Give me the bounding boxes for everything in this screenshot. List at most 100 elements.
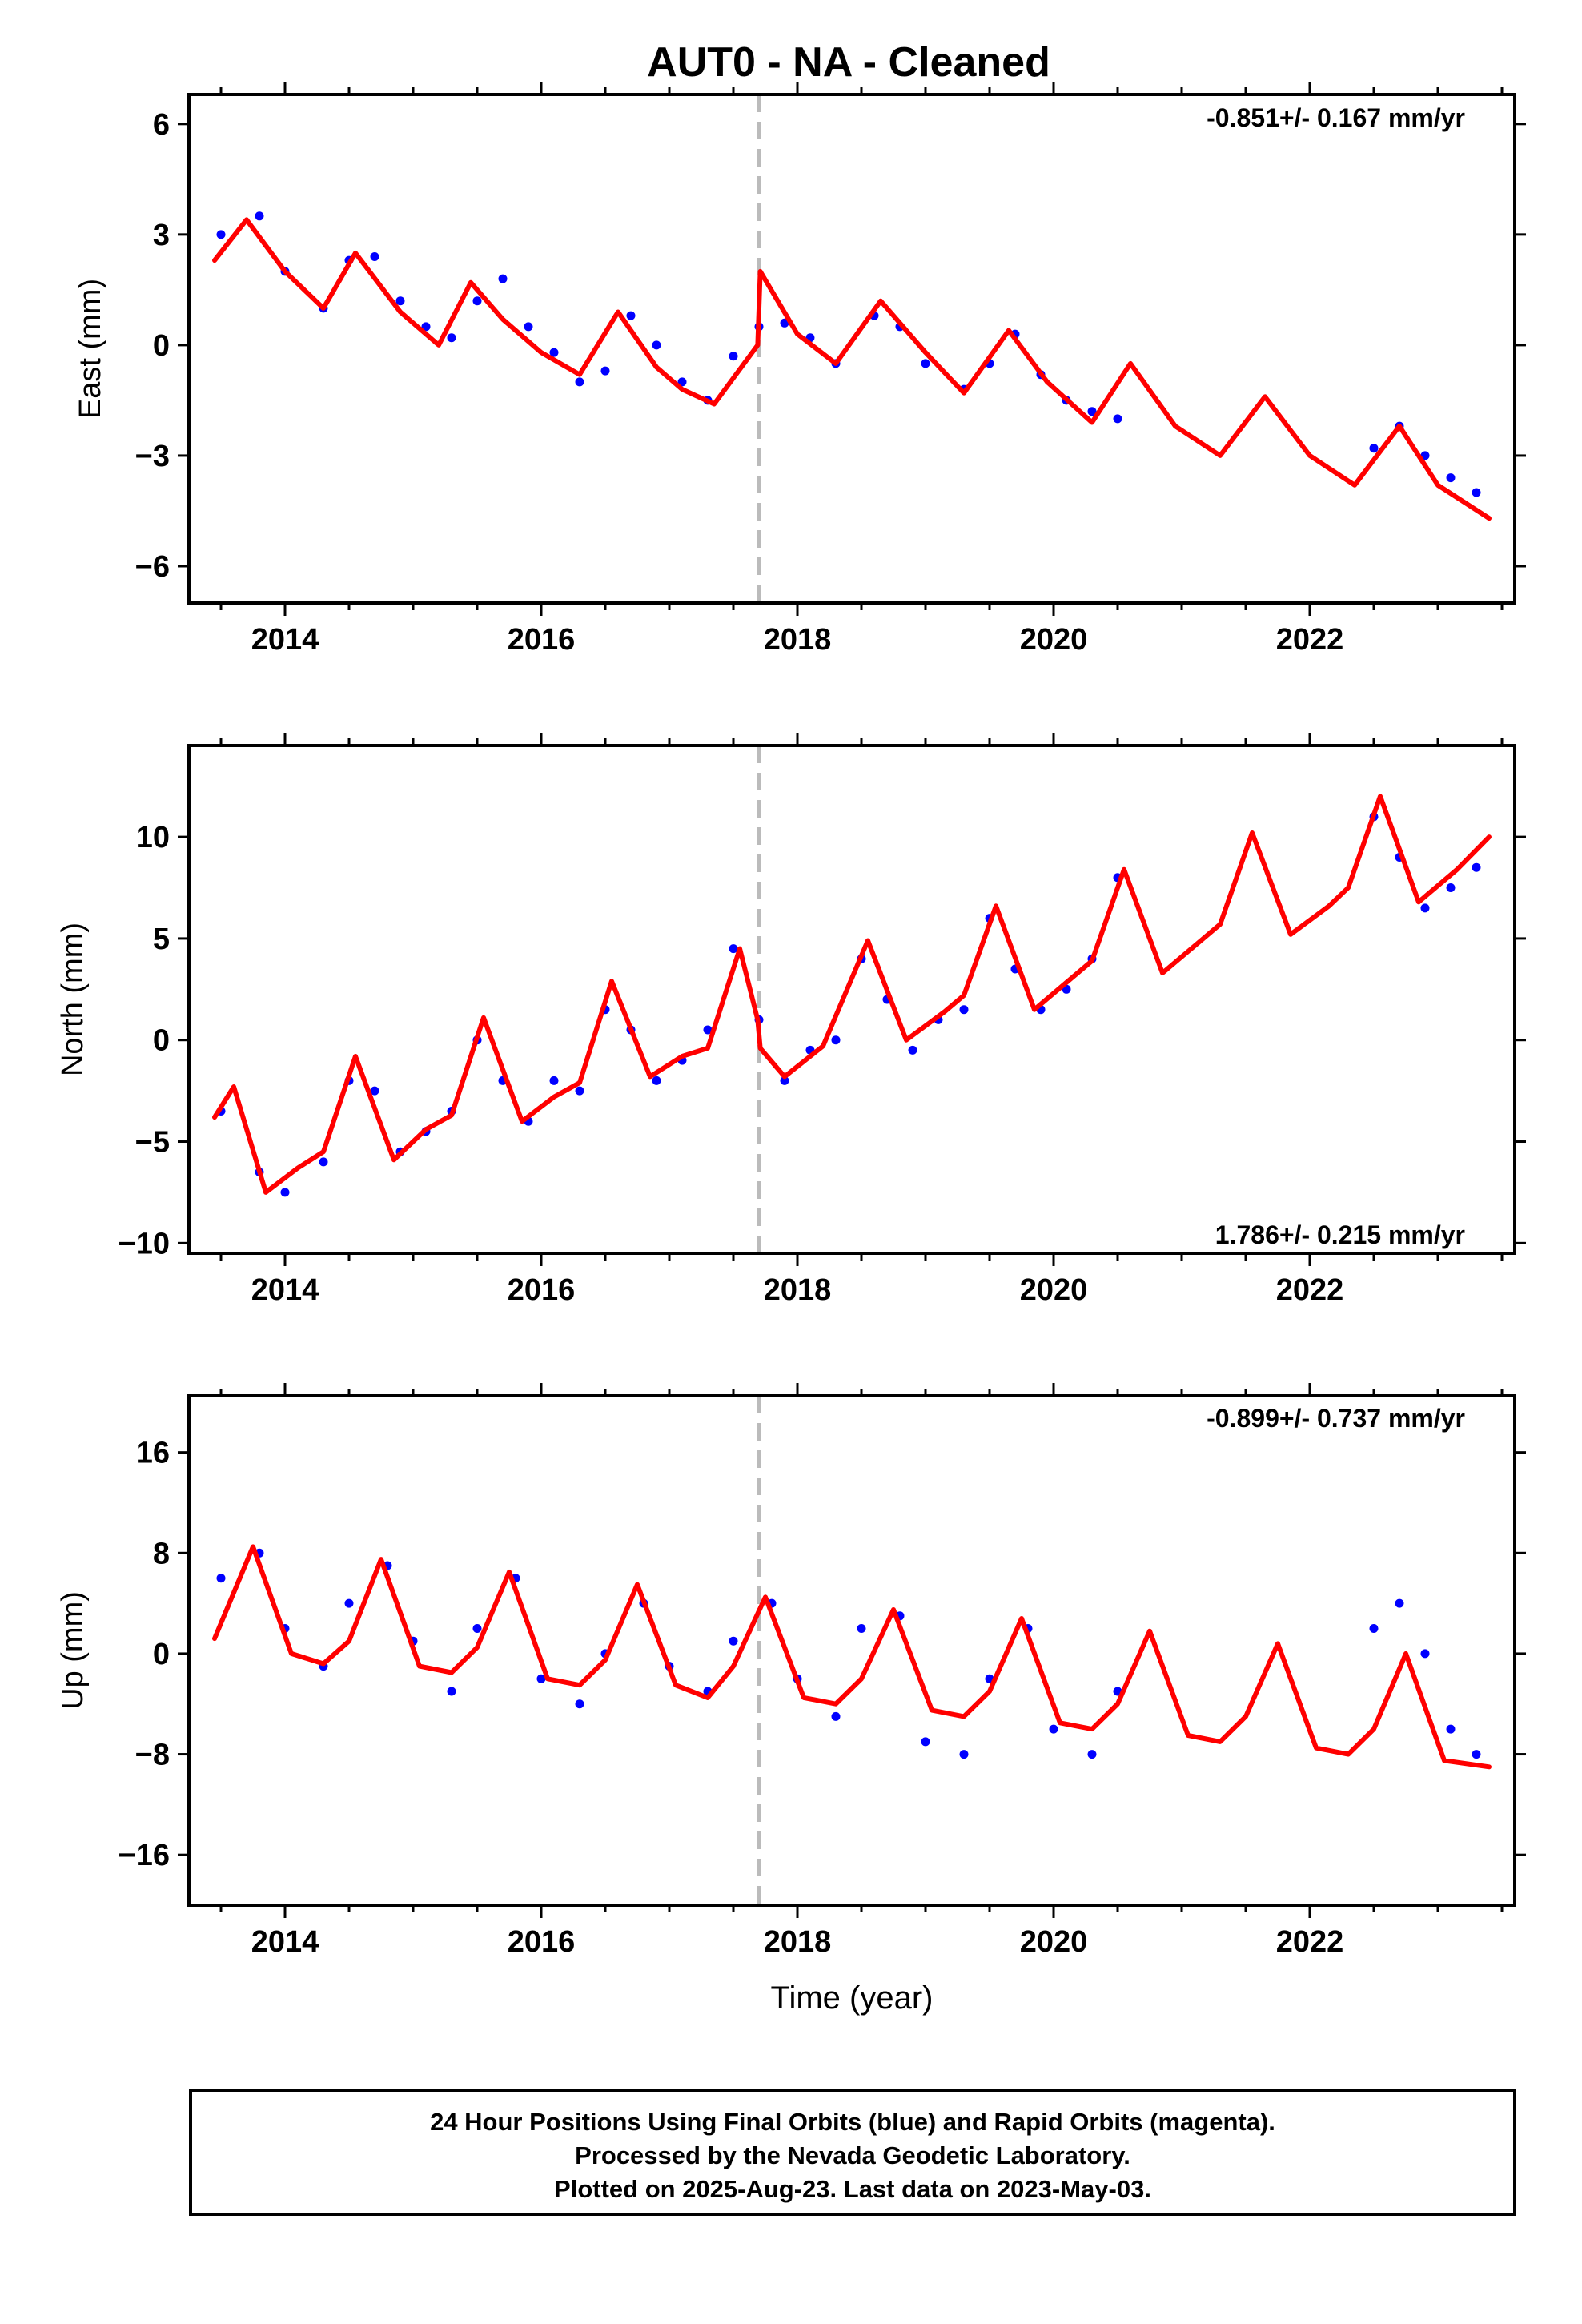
north-data-point xyxy=(908,1045,917,1055)
north-data-point xyxy=(370,1086,379,1096)
east-data-point xyxy=(1472,488,1481,497)
east-model-line xyxy=(212,217,1492,521)
east-data-point xyxy=(575,377,584,387)
up-y-tick-label: 8 xyxy=(153,1537,170,1570)
up-data-point xyxy=(729,1636,738,1646)
east-y-tick-label: 0 xyxy=(153,329,170,363)
east-y-tick-label: −3 xyxy=(135,440,170,473)
north-data-point xyxy=(652,1076,661,1085)
east-data-point xyxy=(1113,414,1122,424)
east-x-tick-label: 2018 xyxy=(764,623,832,657)
north-data-point xyxy=(729,944,738,954)
up-data-point xyxy=(1369,1624,1379,1633)
north-y-tick-label: 10 xyxy=(136,821,170,854)
footer-line-3: Plotted on 2025-Aug-23. Last data on 202… xyxy=(554,2175,1151,2203)
north-data-point xyxy=(319,1157,328,1167)
up-y-tick-label: −16 xyxy=(118,1839,170,1872)
north-rate-label: 1.786+/- 0.215 mm/yr xyxy=(1215,1220,1465,1249)
x-axis-label: Time (year) xyxy=(771,1980,934,2016)
footer-line-1: 24 Hour Positions Using Final Orbits (bl… xyxy=(430,2108,1275,2136)
north-data-point xyxy=(575,1086,584,1096)
north-x-tick-label: 2014 xyxy=(251,1273,319,1307)
north-x-tick-label: 2018 xyxy=(764,1273,832,1307)
east-plot xyxy=(212,94,1492,603)
north-y-tick-label: 0 xyxy=(153,1024,170,1058)
north-axes: 10 5 0 −5 −10 2014 2016 2018 2020 2022 xyxy=(118,733,1526,1307)
east-data-point xyxy=(524,322,533,332)
up-x-tick-label: 2022 xyxy=(1276,1925,1344,1959)
east-data-point xyxy=(549,348,559,357)
footer-box: 24 Hour Positions Using Final Orbits (bl… xyxy=(189,2089,1516,2216)
up-y-tick-label: 16 xyxy=(136,1437,170,1470)
up-data-point xyxy=(472,1624,482,1633)
up-data-point xyxy=(447,1687,456,1696)
east-data-point xyxy=(677,377,687,387)
north-y-axis-label: North (mm) xyxy=(56,923,90,1076)
east-x-tick-label: 2022 xyxy=(1276,623,1344,657)
north-data-point xyxy=(831,1035,841,1045)
up-frame xyxy=(187,1394,1516,1907)
east-data-point xyxy=(729,352,738,361)
east-data-point xyxy=(1446,473,1456,483)
up-data-point xyxy=(1087,1750,1097,1759)
east-data-point xyxy=(921,359,930,368)
east-data-point xyxy=(370,252,379,261)
east-data-point xyxy=(472,296,482,306)
up-x-tick-label: 2020 xyxy=(1020,1925,1088,1959)
up-data-point xyxy=(536,1674,546,1683)
east-y-tick-label: 6 xyxy=(153,108,170,142)
east-data-point xyxy=(216,230,226,239)
north-data-point xyxy=(549,1076,559,1085)
east-data-point xyxy=(255,211,264,221)
up-data-point xyxy=(1472,1750,1481,1759)
east-panel: 6 3 0 −3 −6 2014 2016 2018 2020 2022 East (mm) -0… xyxy=(74,82,1526,657)
up-data-point xyxy=(831,1711,841,1721)
up-plot xyxy=(212,1396,1492,1905)
east-y-axis-label: East (mm) xyxy=(74,279,107,419)
up-data-point xyxy=(959,1750,969,1759)
up-axes: 16 8 0 −8 −16 2014 2016 2018 2020 2022 xyxy=(118,1383,1526,1959)
north-data-point xyxy=(1446,883,1456,892)
north-data-point xyxy=(1420,903,1430,913)
east-data-point xyxy=(498,274,508,283)
north-y-tick-label: −5 xyxy=(135,1126,170,1160)
up-data-point xyxy=(216,1574,226,1583)
east-data-point xyxy=(652,340,661,350)
up-x-tick-label: 2018 xyxy=(764,1925,832,1959)
up-data-point xyxy=(575,1699,584,1709)
up-data-point xyxy=(1420,1649,1430,1659)
east-data-point xyxy=(447,333,456,343)
east-data-point xyxy=(1087,407,1097,416)
north-data-point xyxy=(780,1076,789,1085)
north-y-tick-label: 5 xyxy=(153,923,170,956)
east-x-tick-label: 2016 xyxy=(508,623,576,657)
east-x-tick-label: 2020 xyxy=(1020,623,1088,657)
footer-line-2: Processed by the Nevada Geodetic Laborat… xyxy=(575,2141,1130,2169)
east-y-tick-label: −6 xyxy=(135,550,170,584)
up-y-tick-label: 0 xyxy=(153,1638,170,1671)
north-data-point xyxy=(280,1188,290,1197)
east-x-tick-label: 2014 xyxy=(251,623,319,657)
footer-frame xyxy=(189,2089,1516,2216)
north-data-point xyxy=(703,1025,713,1035)
chart-title: AUT0 - NA - Cleaned xyxy=(647,39,1050,86)
east-data-point xyxy=(626,311,636,320)
up-rate-label: -0.899+/- 0.737 mm/yr xyxy=(1207,1404,1465,1433)
north-x-tick-label: 2016 xyxy=(508,1273,576,1307)
north-data-point xyxy=(1472,862,1481,872)
east-data-point xyxy=(396,296,405,306)
east-axes: 6 3 0 −3 −6 2014 2016 2018 2020 2022 xyxy=(135,82,1526,657)
up-y-tick-label: −8 xyxy=(135,1739,170,1772)
east-y-tick-label: 3 xyxy=(153,219,170,252)
up-data-point xyxy=(1395,1598,1404,1608)
north-plot xyxy=(212,746,1492,1253)
up-data-point xyxy=(344,1598,354,1608)
up-x-tick-label: 2014 xyxy=(251,1925,319,1959)
up-data-point xyxy=(1049,1724,1058,1734)
up-y-axis-label: Up (mm) xyxy=(56,1591,90,1710)
up-model-line xyxy=(212,1544,1492,1770)
up-data-point xyxy=(921,1737,930,1747)
north-model-line xyxy=(212,794,1492,1195)
up-data-point xyxy=(1446,1724,1456,1734)
